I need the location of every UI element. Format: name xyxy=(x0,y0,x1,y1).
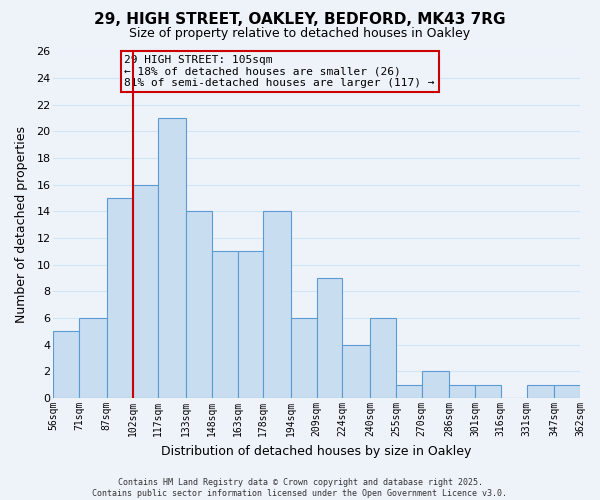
Bar xyxy=(263,212,291,398)
Bar xyxy=(291,318,317,398)
Bar xyxy=(475,385,501,398)
Bar xyxy=(370,318,396,398)
Y-axis label: Number of detached properties: Number of detached properties xyxy=(15,126,28,324)
Bar xyxy=(212,252,238,398)
X-axis label: Distribution of detached houses by size in Oakley: Distribution of detached houses by size … xyxy=(161,444,472,458)
Bar xyxy=(53,332,79,398)
Bar xyxy=(158,118,186,398)
Bar xyxy=(527,385,554,398)
Bar xyxy=(133,185,158,398)
Text: Size of property relative to detached houses in Oakley: Size of property relative to detached ho… xyxy=(130,28,470,40)
Bar xyxy=(79,318,107,398)
Bar xyxy=(317,278,343,398)
Bar xyxy=(107,198,133,398)
Bar xyxy=(343,345,370,398)
Bar xyxy=(422,372,449,398)
Bar xyxy=(554,385,580,398)
Bar xyxy=(238,252,263,398)
Bar xyxy=(186,212,212,398)
Bar xyxy=(396,385,422,398)
Text: 29, HIGH STREET, OAKLEY, BEDFORD, MK43 7RG: 29, HIGH STREET, OAKLEY, BEDFORD, MK43 7… xyxy=(94,12,506,28)
Text: 29 HIGH STREET: 105sqm
← 18% of detached houses are smaller (26)
81% of semi-det: 29 HIGH STREET: 105sqm ← 18% of detached… xyxy=(124,55,435,88)
Bar xyxy=(449,385,475,398)
Text: Contains HM Land Registry data © Crown copyright and database right 2025.
Contai: Contains HM Land Registry data © Crown c… xyxy=(92,478,508,498)
